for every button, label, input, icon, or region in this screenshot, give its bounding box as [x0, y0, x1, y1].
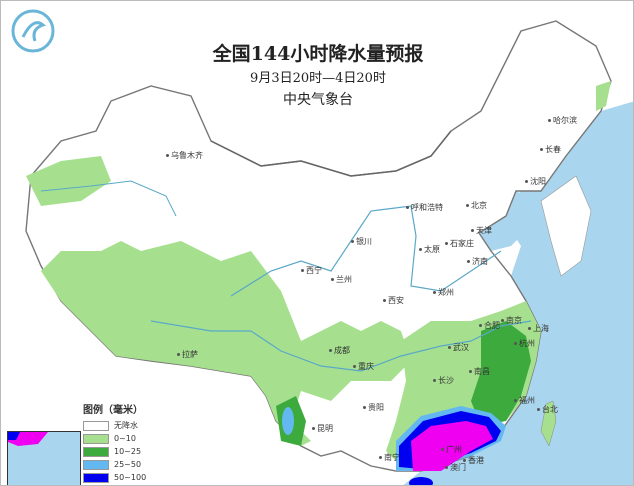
- issuer: 中央气象台: [283, 92, 353, 108]
- city-label: 北京: [466, 200, 487, 211]
- city-label: 贵阳: [363, 402, 384, 413]
- city-label: 石家庄: [445, 238, 474, 249]
- city-label: 济南: [467, 256, 488, 267]
- city-label: 长春: [540, 144, 561, 155]
- cma-logo-icon: [11, 9, 55, 53]
- map-title: 全国144小时降水量预报: [212, 43, 424, 65]
- legend-label: 无降水: [114, 421, 138, 430]
- city-label: 福州: [514, 395, 535, 406]
- rain-25-50-yunnan: [282, 407, 294, 435]
- city-label: 拉萨: [177, 349, 198, 360]
- city-label: 上海: [528, 323, 549, 334]
- city-label: 昆明: [312, 423, 333, 434]
- legend-swatch: [83, 420, 109, 431]
- legend-swatch: [83, 433, 109, 444]
- city-label: 沈阳: [525, 176, 546, 187]
- city-label: 天津: [471, 225, 492, 236]
- korea: [540, 175, 592, 277]
- legend-swatch: [83, 472, 109, 483]
- city-label: 呼和浩特: [406, 202, 443, 213]
- forecast-period: 9月3日20时—4日20时: [250, 71, 386, 86]
- city-label: 太原: [419, 244, 440, 255]
- city-label: 南京: [501, 315, 522, 326]
- city-label: 兰州: [331, 274, 352, 285]
- rain-0-10-north: [26, 156, 111, 206]
- city-label: 银川: [351, 236, 372, 247]
- city-label: 西安: [383, 295, 404, 306]
- city-label: 郑州: [433, 287, 454, 298]
- mongolia-border: [210, 130, 452, 177]
- city-label: 哈尔滨: [548, 115, 577, 126]
- tarim-river: [40, 180, 177, 217]
- legend-item: 50~100: [83, 471, 146, 484]
- city-label: 重庆: [353, 361, 374, 372]
- city-label: 武汉: [448, 342, 469, 353]
- city-label: 南宁: [379, 452, 400, 463]
- legend-label: 0~10: [114, 434, 136, 443]
- legend: 图例（毫米） 无降水 0~10 10~25 25~50 50~100: [83, 401, 146, 485]
- bohai-sea: [479, 191, 536, 251]
- south-china-sea-inset: [7, 431, 81, 485]
- legend-item: 无降水: [83, 419, 146, 432]
- city-label: 杭州: [514, 338, 535, 349]
- city-label: 南昌: [469, 366, 490, 377]
- legend-title: 图例（毫米）: [83, 405, 143, 416]
- rain-0-10-northeast: [596, 81, 611, 111]
- city-label: 西宁: [301, 265, 322, 276]
- city-label: 广州: [441, 444, 462, 455]
- city-label: 成都: [329, 345, 350, 356]
- legend-swatch: [83, 446, 109, 457]
- city-label: 乌鲁木齐: [166, 150, 203, 161]
- hainan: [409, 477, 433, 485]
- city-label: 长沙: [433, 375, 454, 386]
- rain-0-10-west: [41, 241, 411, 446]
- city-label: 台北: [537, 404, 558, 415]
- legend-label: 50~100: [114, 473, 147, 482]
- legend-label: 25~50: [114, 460, 142, 469]
- legend-label: 10~25: [114, 447, 142, 456]
- legend-item: 25~50: [83, 458, 146, 471]
- legend-item: 0~10: [83, 432, 146, 445]
- city-label: 澳门: [445, 462, 466, 473]
- legend-item: 10~25: [83, 445, 146, 458]
- legend-swatch: [83, 459, 109, 470]
- city-label: 合肥: [479, 320, 500, 331]
- city-label: 香港: [463, 455, 484, 466]
